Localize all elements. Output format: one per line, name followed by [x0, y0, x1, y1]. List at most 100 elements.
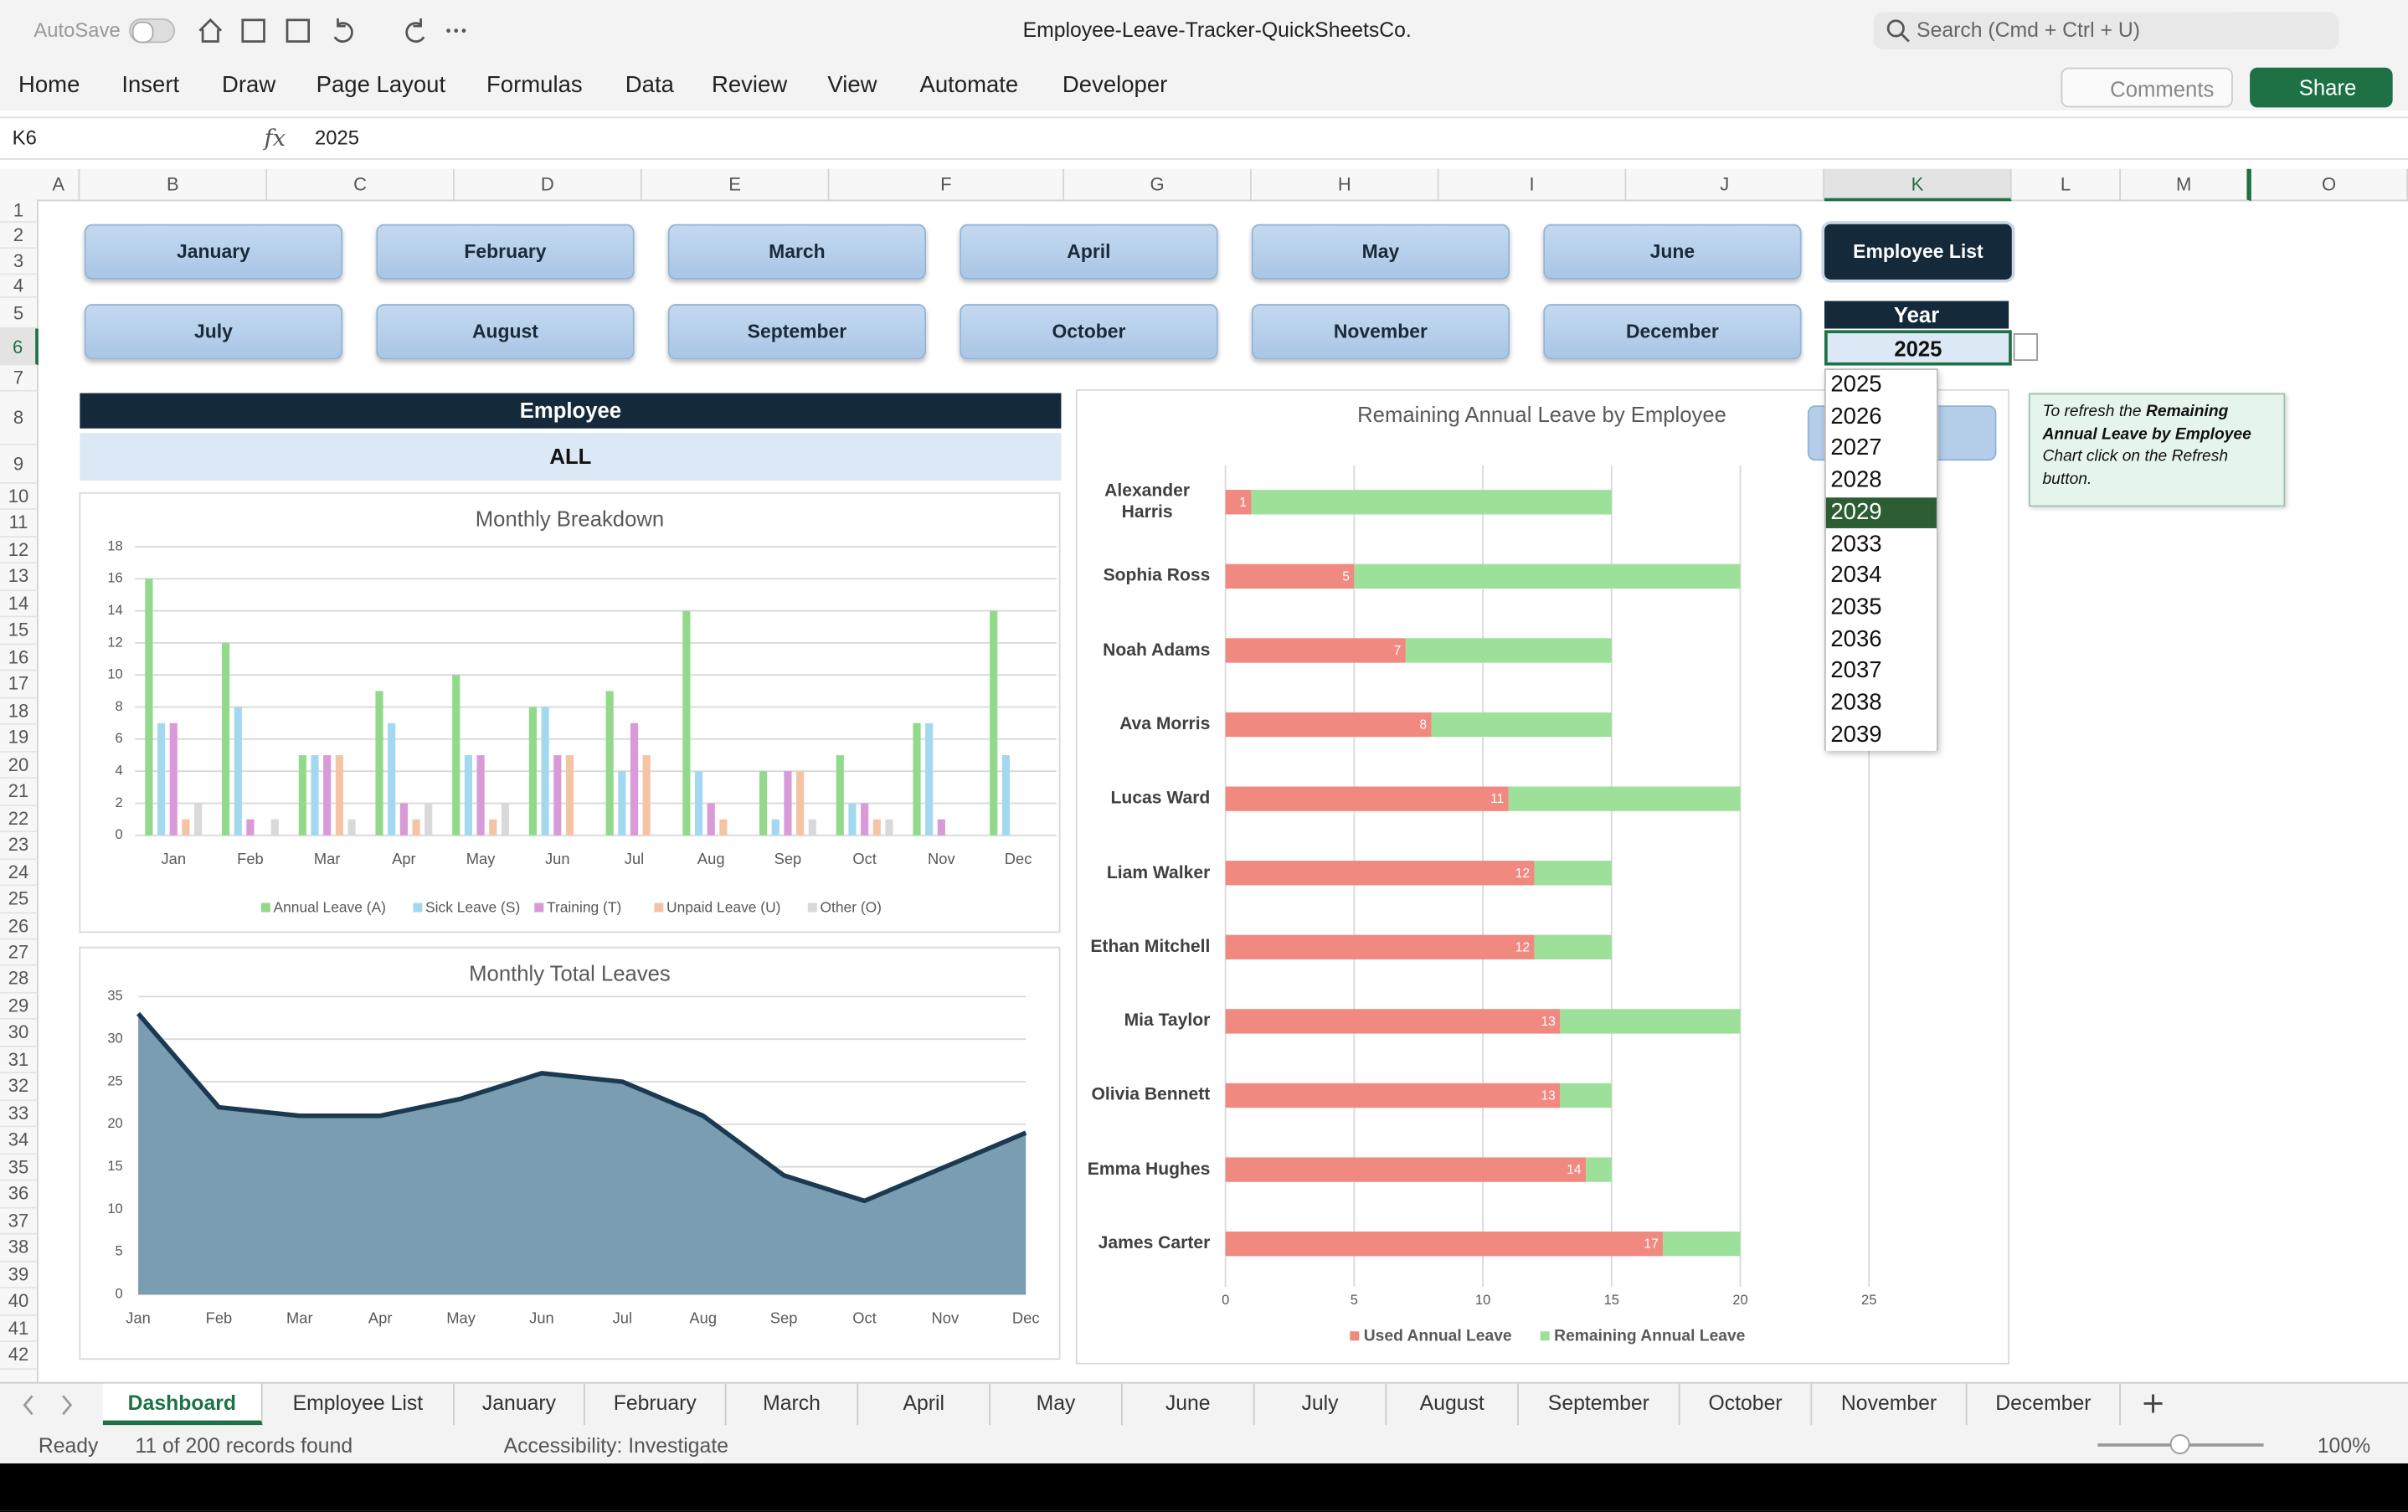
sheet-tab[interactable]: February [584, 1383, 727, 1426]
row-header[interactable]: 10 [0, 483, 39, 511]
ribbon-tab[interactable]: Home [18, 72, 80, 99]
year-option[interactable]: 2034 [1825, 560, 1937, 593]
row-header[interactable]: 26 [0, 913, 39, 940]
sheet-tab[interactable]: October [1680, 1383, 1813, 1426]
month-button[interactable]: August [376, 304, 635, 360]
ribbon-tab[interactable]: Draw [222, 72, 276, 99]
row-header[interactable]: 25 [0, 886, 39, 913]
column-header[interactable]: O [2251, 168, 2408, 202]
add-sheet-button[interactable] [2122, 1384, 2184, 1427]
column-header[interactable]: J [1626, 168, 1825, 202]
month-button[interactable]: May [1251, 224, 1510, 280]
sheet-tab[interactable]: August [1387, 1383, 1520, 1426]
row-header[interactable]: 40 [0, 1288, 39, 1316]
row-header[interactable]: 22 [0, 805, 39, 833]
column-header[interactable]: K [1824, 168, 2012, 202]
ribbon-tab[interactable]: Page Layout [316, 72, 446, 99]
ribbon-tab[interactable]: Formulas [486, 72, 583, 99]
comments-button[interactable]: Comments [2061, 67, 2233, 108]
month-button[interactable]: March [667, 224, 927, 280]
row-header[interactable]: 24 [0, 859, 39, 887]
undo-icon[interactable] [333, 18, 353, 43]
row-header[interactable]: 19 [0, 725, 39, 753]
year-option[interactable]: 2029 [1825, 496, 1937, 529]
ribbon-tab[interactable]: Developer [1062, 72, 1168, 99]
row-header[interactable]: 39 [0, 1262, 39, 1289]
year-option[interactable]: 2028 [1825, 465, 1937, 497]
column-header[interactable]: C [267, 168, 455, 202]
search-box[interactable]: Search (Cmd + Ctrl + U) [1873, 12, 2339, 49]
save-as-icon[interactable] [286, 18, 311, 43]
zoom-slider[interactable] [2097, 1434, 2264, 1454]
row-header[interactable]: 7 [0, 365, 39, 392]
column-header[interactable]: G [1064, 168, 1252, 202]
save-icon[interactable] [241, 18, 265, 43]
row-header[interactable]: 3 [0, 249, 39, 275]
year-option[interactable]: 2025 [1825, 370, 1937, 402]
sheet-tab[interactable]: November [1812, 1383, 1968, 1426]
row-header[interactable]: 5 [0, 297, 39, 329]
ribbon-tab[interactable]: Review [711, 72, 788, 99]
row-header[interactable]: 8 [0, 391, 39, 445]
column-header[interactable]: M [2121, 168, 2251, 202]
year-option[interactable]: 2033 [1825, 528, 1937, 561]
sheet-tab[interactable]: March [726, 1383, 859, 1426]
row-header[interactable]: 30 [0, 1020, 39, 1047]
column-header[interactable]: A [38, 168, 80, 202]
year-dropdown-arrow[interactable] [2013, 333, 2038, 362]
sheet-tab[interactable]: June [1122, 1383, 1255, 1426]
row-header[interactable]: 2 [0, 222, 39, 249]
sheet-tab[interactable]: September [1519, 1383, 1680, 1426]
column-header[interactable]: L [2011, 168, 2122, 202]
row-header[interactable]: 18 [0, 698, 39, 726]
row-header[interactable]: 34 [0, 1127, 39, 1155]
ribbon-tab[interactable]: Automate [919, 72, 1019, 99]
month-button[interactable]: October [960, 304, 1218, 360]
row-header[interactable]: 23 [0, 832, 39, 860]
row-header[interactable]: 27 [0, 939, 39, 967]
row-header[interactable]: 16 [0, 645, 39, 672]
row-header[interactable]: 31 [0, 1047, 39, 1074]
column-header[interactable]: D [454, 168, 642, 202]
row-header[interactable]: 21 [0, 779, 39, 806]
column-header[interactable]: H [1251, 168, 1439, 202]
row-header[interactable]: 29 [0, 993, 39, 1021]
column-header[interactable]: B [80, 168, 268, 202]
autosave-toggle[interactable] [129, 18, 176, 44]
sheet-tab[interactable]: December [1967, 1383, 2122, 1426]
ribbon-tab[interactable]: Insert [121, 72, 180, 99]
column-header[interactable]: I [1438, 168, 1627, 202]
year-option[interactable]: 2035 [1825, 592, 1937, 625]
row-header[interactable]: 32 [0, 1073, 39, 1101]
month-button[interactable]: September [667, 304, 927, 360]
month-button[interactable]: April [960, 224, 1218, 280]
year-option[interactable]: 2039 [1825, 719, 1937, 752]
row-header[interactable]: 28 [0, 966, 39, 994]
year-option[interactable]: 2026 [1825, 401, 1937, 434]
name-box[interactable]: K6 [12, 126, 37, 149]
row-header[interactable]: 37 [0, 1207, 39, 1235]
year-option[interactable]: 2037 [1825, 656, 1937, 688]
row-header[interactable]: 15 [0, 617, 39, 645]
row-header[interactable]: 4 [0, 275, 39, 298]
home-icon[interactable] [198, 18, 223, 43]
row-header[interactable]: 12 [0, 537, 39, 564]
row-header[interactable]: 42 [0, 1342, 39, 1370]
month-button[interactable]: February [376, 224, 635, 280]
status-accessibility[interactable]: Accessibility: Investigate [503, 1434, 728, 1458]
month-button[interactable]: November [1251, 304, 1510, 360]
month-button[interactable]: June [1543, 224, 1802, 280]
sheet-tab[interactable]: January [454, 1383, 585, 1426]
year-option[interactable]: 2036 [1825, 624, 1937, 656]
month-button[interactable]: December [1543, 304, 1802, 360]
employee-list-button[interactable]: Employee List [1824, 224, 2012, 280]
ribbon-tab[interactable]: View [827, 72, 877, 99]
sheet-tab[interactable]: May [990, 1383, 1123, 1426]
row-header[interactable]: 13 [0, 563, 39, 591]
redo-icon[interactable] [405, 18, 425, 43]
year-option[interactable]: 2027 [1825, 433, 1937, 465]
column-header[interactable]: F [829, 168, 1065, 202]
row-header[interactable]: 35 [0, 1154, 39, 1181]
row-header[interactable]: 9 [0, 445, 39, 484]
sheet-tab[interactable]: Employee List [262, 1383, 455, 1426]
